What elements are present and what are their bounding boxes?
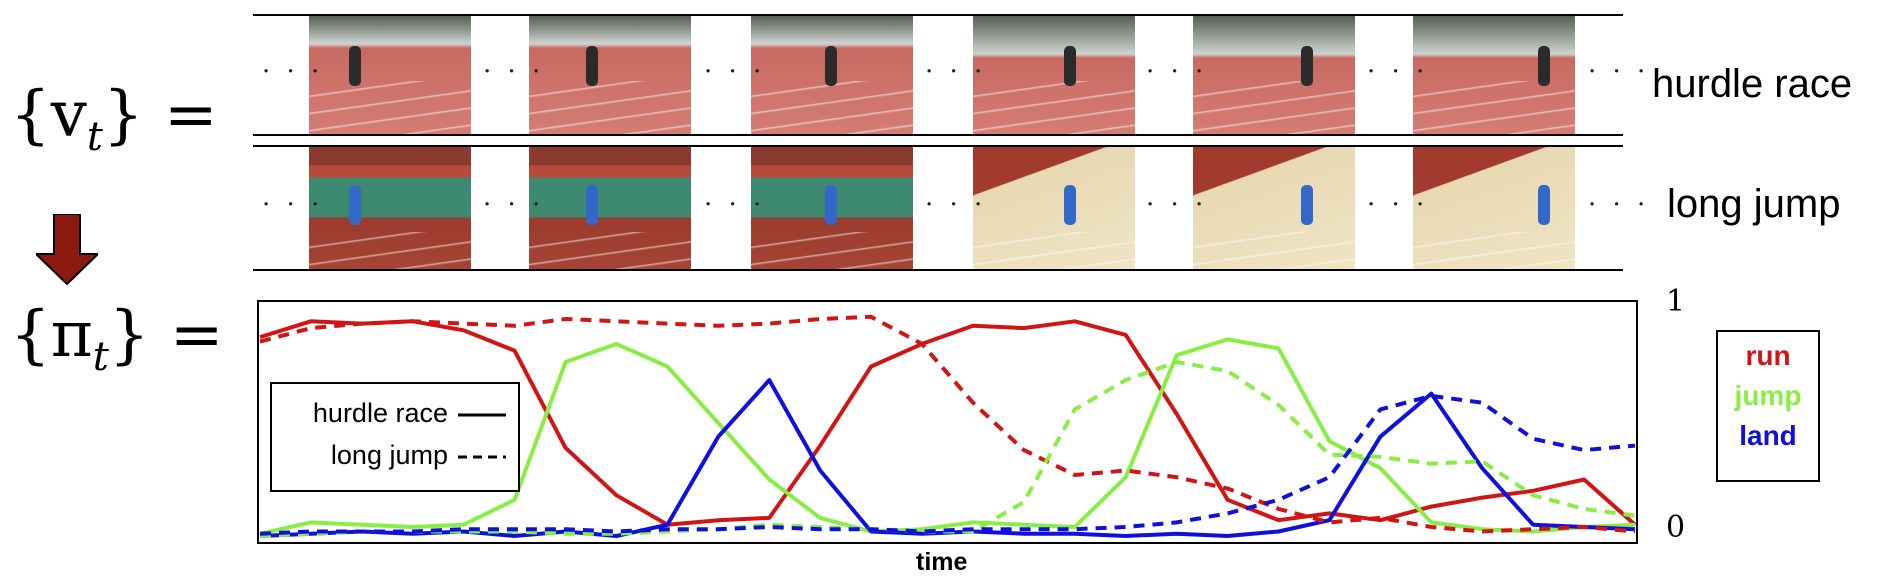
- lane-stripes: [1413, 232, 1575, 269]
- row-label-hurdle: hurdle race: [1652, 62, 1853, 106]
- lane-stripes: [1193, 80, 1355, 134]
- pi-sequence-label: {πt} =: [10, 298, 224, 380]
- v-label-sub: t: [86, 113, 103, 160]
- longjump-frame-2: [529, 147, 691, 269]
- longjump-ellipsis-2: · · ·: [483, 190, 545, 220]
- lane-stripes: [309, 232, 471, 269]
- hurdle-frame-1: [309, 16, 471, 134]
- longjump-ellipsis-7: · · ·: [1588, 190, 1650, 220]
- lane-stripes: [973, 80, 1135, 134]
- longjump-frame-3: [751, 147, 913, 269]
- longjump-frame-6: [1413, 147, 1575, 269]
- lane-stripes: [1193, 232, 1355, 269]
- line-style-legend: hurdle race long jump: [270, 382, 520, 492]
- longjump-frame-4: [973, 147, 1135, 269]
- lane-stripes: [1413, 80, 1575, 134]
- legend-hurdle-label: hurdle race: [312, 398, 448, 428]
- row-label-longjump: long jump: [1667, 182, 1841, 226]
- strip-mid-rule-2: [253, 145, 1623, 147]
- hurdle-ellipsis-5: · · ·: [1146, 57, 1208, 87]
- class-land: land: [1739, 420, 1797, 451]
- athlete-figure: [1538, 185, 1550, 225]
- athlete-figure: [825, 46, 837, 86]
- athlete-figure: [1301, 185, 1313, 225]
- athlete-figure: [1064, 185, 1076, 225]
- athlete-figure: [1064, 46, 1076, 86]
- longjump-ellipsis-4: · · ·: [925, 190, 987, 220]
- hurdle-ellipsis-4: · · ·: [925, 57, 987, 87]
- y-tick-0: 0: [1666, 510, 1686, 545]
- lane-stripes: [973, 232, 1135, 269]
- v-sequence-label: {vt} =: [10, 78, 218, 160]
- athlete-figure: [349, 46, 361, 86]
- longjump-ellipsis-1: · · ·: [262, 190, 324, 220]
- lane-stripes: [751, 80, 913, 134]
- legend-solid-swatch: [458, 413, 506, 417]
- hurdle-ellipsis-6: · · ·: [1367, 57, 1429, 87]
- athlete-figure: [586, 46, 598, 86]
- pi-label-close: } =: [108, 298, 224, 372]
- athlete-figure: [825, 185, 837, 225]
- x-axis-label: time: [916, 548, 968, 576]
- class-run: run: [1745, 340, 1791, 371]
- athlete-figure: [1301, 46, 1313, 86]
- pi-label-open: {π: [10, 298, 93, 372]
- pi-label-sub: t: [92, 333, 109, 380]
- longjump-ellipsis-6: · · ·: [1367, 190, 1429, 220]
- athlete-figure: [349, 185, 361, 225]
- lane-stripes: [529, 232, 691, 269]
- athlete-figure: [1538, 46, 1550, 86]
- hurdle-frame-2: [529, 16, 691, 134]
- lane-stripes: [751, 232, 913, 269]
- longjump-frame-1: [309, 147, 471, 269]
- series-run-solid: [259, 319, 1637, 527]
- v-label-close: } =: [102, 78, 218, 152]
- athlete-figure: [586, 185, 598, 225]
- strip-bottom-rule: [253, 269, 1623, 271]
- series-jump-solid: [259, 337, 1636, 536]
- lane-stripes: [529, 80, 691, 134]
- hurdle-frame-3: [751, 16, 913, 134]
- strip-mid-rule-1: [253, 134, 1623, 136]
- down-arrow-icon: [33, 213, 101, 314]
- legend-longjump-label: long jump: [330, 440, 448, 470]
- class-jump: jump: [1734, 380, 1802, 411]
- lane-stripes: [309, 80, 471, 134]
- hurdle-frame-5: [1193, 16, 1355, 134]
- hurdle-ellipsis-1: · · ·: [262, 57, 324, 87]
- series-land-dashed: [259, 393, 1636, 536]
- hurdle-ellipsis-7: · · ·: [1588, 57, 1650, 87]
- class-legend: run jump land: [1716, 330, 1820, 482]
- longjump-ellipsis-3: · · ·: [704, 190, 766, 220]
- longjump-frame-5: [1193, 147, 1355, 269]
- hurdle-ellipsis-2: · · ·: [483, 57, 545, 87]
- hurdle-frame-6: [1413, 16, 1575, 134]
- y-tick-1: 1: [1666, 284, 1686, 319]
- series-run-dashed: [259, 314, 1636, 534]
- hurdle-frame-4: [973, 16, 1135, 134]
- strip-top-rule: [253, 14, 1623, 16]
- longjump-ellipsis-5: · · ·: [1146, 190, 1208, 220]
- hurdle-ellipsis-3: · · ·: [704, 57, 766, 87]
- v-label-open: {v: [10, 78, 87, 152]
- legend-dashed-swatch: [458, 455, 506, 459]
